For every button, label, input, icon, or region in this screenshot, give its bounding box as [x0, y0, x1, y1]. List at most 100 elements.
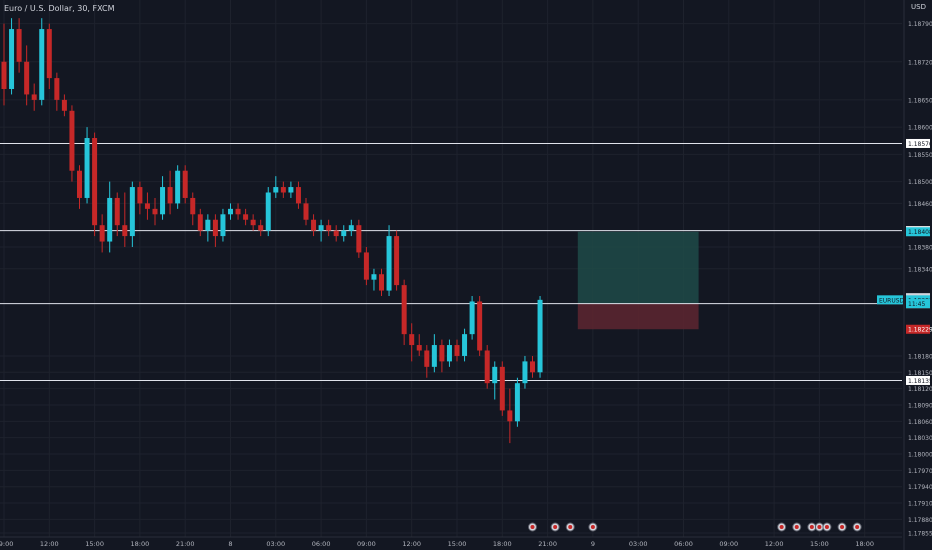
candle-body — [530, 361, 535, 373]
candle-body — [288, 187, 294, 193]
candle-body — [84, 138, 90, 198]
candle-body — [9, 29, 15, 89]
candle-body — [333, 230, 339, 237]
candle-body — [39, 29, 45, 100]
y-tick-label: 1.17970 — [908, 468, 932, 475]
x-tick-label: 15:00 — [85, 540, 104, 548]
candle-body — [431, 345, 437, 367]
candle-body — [31, 94, 37, 100]
price-axis-currency: USD — [911, 3, 926, 11]
candle-body — [152, 208, 158, 215]
candle-body — [507, 410, 513, 422]
y-tick-label: 1.18060 — [908, 419, 932, 426]
candle-body — [356, 225, 362, 253]
y-tick-label: 1.17910 — [908, 501, 932, 508]
price-tag-label: 1.18408 — [908, 229, 932, 236]
y-tick-label: 1.18340 — [908, 266, 932, 273]
event-flag-icon-dot — [855, 525, 860, 529]
x-tick-label: 12:00 — [402, 540, 421, 548]
level-price-label: 1.18570 — [908, 141, 932, 148]
event-flag-icon-dot — [817, 525, 822, 529]
candle-body — [280, 187, 286, 193]
candle-body — [99, 225, 105, 242]
x-tick-label: 18:00 — [855, 540, 874, 548]
candle-body — [107, 197, 113, 242]
level-price-label: 1.18135 — [908, 378, 932, 385]
candle-body — [424, 350, 430, 367]
x-tick-label: 09:00 — [357, 540, 376, 548]
candle-body — [348, 225, 354, 231]
candle-body — [16, 29, 22, 62]
event-flag-icon-dot — [530, 525, 535, 529]
candle-body — [167, 187, 173, 204]
candle-body — [46, 29, 52, 79]
candle-body — [144, 203, 150, 209]
candle-body — [469, 301, 475, 335]
x-tick-label: 06:00 — [312, 540, 331, 548]
candle-body — [514, 383, 520, 422]
candle-body — [477, 301, 483, 351]
candle-body — [92, 138, 98, 226]
x-tick-label: 21:00 — [176, 540, 195, 548]
candle-body — [220, 214, 226, 237]
candle-body — [182, 170, 188, 198]
candle-body — [190, 197, 196, 215]
candle-body — [462, 334, 468, 356]
candle-body — [409, 334, 415, 346]
x-tick-label: 15:00 — [448, 540, 467, 548]
candle-body — [394, 236, 400, 286]
x-tick-label: 03:00 — [266, 540, 285, 548]
candle-body — [212, 219, 218, 237]
x-tick-label: 12:00 — [40, 540, 59, 548]
candle-body — [446, 345, 452, 362]
y-tick-label: 1.18720 — [908, 59, 932, 66]
candle-body — [69, 110, 75, 171]
level-price-box — [906, 375, 930, 385]
candle-body — [401, 285, 407, 335]
event-flag-icon-dot — [590, 525, 595, 529]
y-tick-label: 1.18150 — [908, 370, 932, 377]
candle-body — [416, 345, 422, 351]
candle-body — [522, 361, 528, 384]
candle-body — [137, 187, 143, 204]
candle-body — [258, 225, 264, 231]
candle-body — [454, 345, 460, 356]
stop-zone — [577, 303, 699, 330]
y-tick-label: 1.17940 — [908, 484, 932, 491]
event-flag-icon-dot — [553, 525, 558, 529]
symbol-legend[interactable]: Euro / U.S. Dollar, 30, FXCM — [4, 4, 115, 13]
candle-body — [54, 78, 60, 100]
candle-body — [371, 274, 377, 280]
event-flag-icon-dot — [568, 525, 573, 529]
candle-body — [61, 99, 67, 111]
y-tick-label: 1.18000 — [908, 452, 932, 459]
event-flag-icon-dot — [779, 525, 784, 529]
symbol-tag-label: EURUSD — [879, 297, 905, 304]
y-tick-label: 1.18600 — [908, 125, 932, 132]
candle-body — [235, 208, 241, 215]
candle-body — [265, 192, 271, 231]
candle-body — [24, 61, 30, 95]
event-flag-icon-dot — [824, 525, 829, 529]
candle-body — [492, 366, 498, 384]
x-tick-label: 8 — [228, 540, 232, 548]
x-tick-label: 18:00 — [131, 540, 150, 548]
y-tick-label: 1.18180 — [908, 353, 932, 360]
y-tick-label: 1.18120 — [908, 386, 932, 393]
candle-body — [326, 225, 332, 231]
candle-body — [439, 345, 445, 362]
x-tick-label: 15:00 — [810, 540, 829, 548]
x-tick-label: 06:00 — [674, 540, 693, 548]
x-tick-label: 09:00 — [0, 540, 13, 548]
y-tick-label: 1.18030 — [908, 435, 932, 442]
candle-body — [77, 170, 82, 198]
candle-body — [273, 187, 279, 193]
y-tick-label: 1.18550 — [908, 152, 932, 159]
x-tick-label: 21:00 — [538, 540, 557, 548]
candle-body — [250, 219, 256, 226]
candle-body — [205, 219, 211, 231]
event-flag-icon-dot — [794, 525, 799, 529]
y-tick-label: 1.17880 — [908, 517, 932, 524]
candle-body — [386, 236, 392, 291]
